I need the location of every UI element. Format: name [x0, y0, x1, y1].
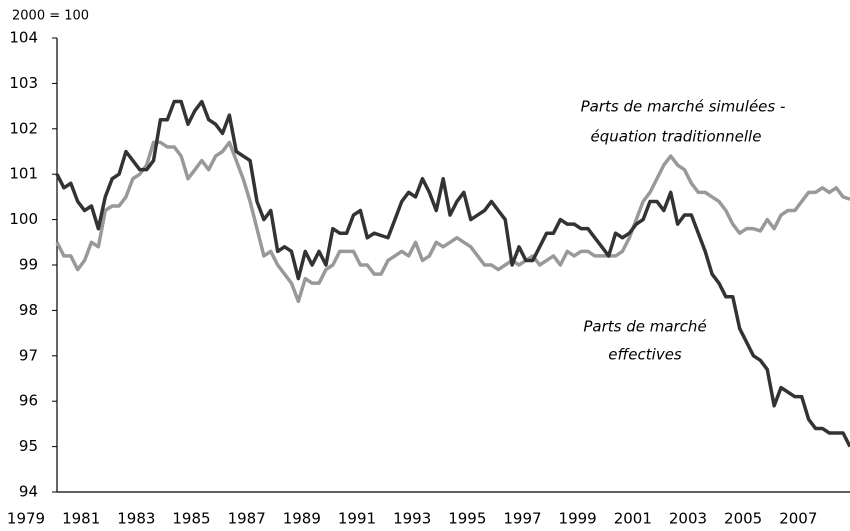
y-tick-label: 99	[19, 256, 38, 274]
x-tick-label: 1991	[338, 510, 376, 528]
annotation: Parts de marché	[583, 318, 706, 336]
x-tick-label: 1989	[283, 510, 321, 528]
x-tick-label: 2007	[779, 510, 817, 528]
annotation: équation traditionnelle	[591, 128, 762, 146]
y-tick-label: 94	[19, 483, 38, 501]
x-tick-label: 1993	[393, 510, 431, 528]
y-tick-label: 95	[19, 437, 38, 455]
y-tick-label: 97	[19, 346, 38, 364]
x-tick-label: 1981	[62, 510, 100, 528]
x-tick-label: 1999	[559, 510, 597, 528]
y-tick-label: 98	[19, 301, 38, 319]
y-tick-label: 96	[19, 392, 38, 410]
x-tick-label: 1987	[228, 510, 266, 528]
y-unit-label: 2000 = 100	[12, 9, 89, 24]
annotation: effectives	[608, 346, 682, 364]
x-tick-label: 2003	[669, 510, 707, 528]
series-line	[55, 140, 850, 304]
annotation: Parts de marché simulées -	[581, 98, 786, 116]
y-tick-label: 104	[9, 29, 38, 47]
y-tick-label: 101	[9, 165, 38, 183]
x-tick-label: 2001	[614, 510, 652, 528]
x-tick-label: 1983	[117, 510, 155, 528]
y-tick-label: 102	[9, 119, 38, 137]
series-line	[55, 99, 850, 448]
x-tick-label: 1997	[503, 510, 541, 528]
y-tick-label: 100	[9, 210, 38, 228]
x-tick-label: 2005	[724, 510, 762, 528]
x-tick-label: 1995	[448, 510, 486, 528]
x-tick-label: 1979	[7, 510, 45, 528]
y-tick-label: 103	[9, 74, 38, 92]
x-tick-label: 1985	[172, 510, 210, 528]
